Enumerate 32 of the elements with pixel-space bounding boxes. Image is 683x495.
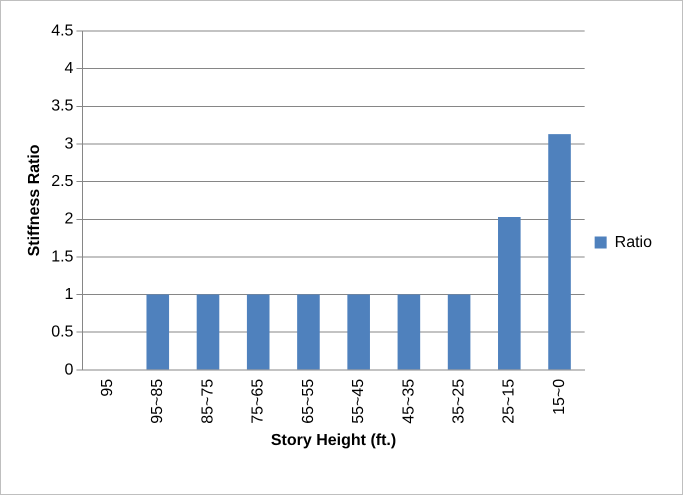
bar [347,294,370,370]
x-tick-label: 95 [98,378,116,397]
x-axis-title: Story Height (ft.) [270,432,396,449]
y-tick-label: 0 [64,361,74,378]
y-tick-label: 3.5 [51,98,74,115]
x-tick-label: 15~0 [550,378,568,415]
bar [498,217,521,370]
bar [448,294,470,370]
y-tick-label: 2.5 [51,173,74,190]
bar [398,294,420,370]
x-tick-label: 25~15 [500,378,518,424]
y-tick-label: 3 [64,135,74,152]
y-tick-label: 1 [64,286,74,303]
y-tick-label: 0.5 [51,324,74,341]
x-tick-label: 95~85 [149,378,166,424]
x-tick-label: 85~75 [199,378,216,424]
x-tick-label: 65~55 [300,378,317,424]
x-tick-label: 45~35 [400,378,418,424]
y-axis-title: Stiffness Ratio [26,144,44,256]
bar [246,294,270,370]
y-tick-label: 2 [64,210,74,228]
y-tick-label: 4.5 [51,22,74,40]
bar [297,294,320,370]
bar [196,294,220,370]
y-tick-label: 1.5 [51,248,74,266]
bar [548,134,571,370]
y-tick-label: 4 [64,60,74,78]
x-tick-label: 35~25 [450,378,468,424]
legend-label: Ratio [614,234,652,251]
x-tick-label: 75~65 [250,378,267,424]
x-tick-label: 55~45 [350,378,368,424]
bar [146,294,170,370]
